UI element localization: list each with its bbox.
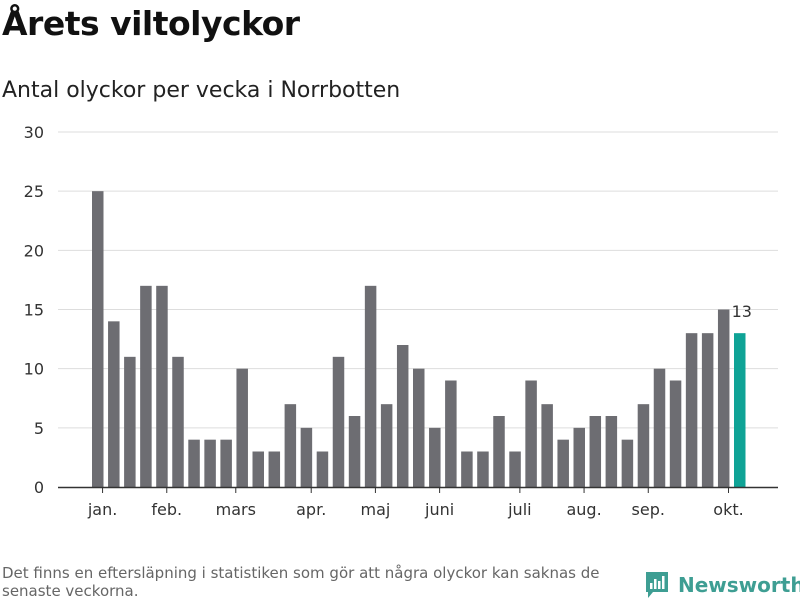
brand-logo[interactable]: Newsworthy <box>644 570 800 600</box>
bar <box>557 439 569 487</box>
bar <box>429 427 441 487</box>
y-tick-label: 15 <box>24 301 44 320</box>
data-label: 13 <box>732 302 752 321</box>
bar <box>396 345 409 487</box>
bar <box>124 356 136 487</box>
bar <box>541 404 553 487</box>
bar <box>621 439 634 487</box>
bar <box>92 191 104 487</box>
bar <box>236 368 248 487</box>
bar <box>445 380 457 487</box>
bar <box>461 451 473 487</box>
brand-name: Newsworthy <box>678 573 800 597</box>
y-tick-label: 10 <box>24 360 44 379</box>
bar <box>348 416 361 487</box>
bar <box>605 416 618 487</box>
bar <box>108 321 120 487</box>
bar <box>380 404 393 487</box>
bar <box>252 451 264 487</box>
bar <box>156 285 168 487</box>
bar <box>669 380 682 487</box>
bar <box>284 404 297 487</box>
bar-chart: 0 5 10 15 20 25 30 13 jan. feb. mars apr. maj juni jul… <box>24 123 778 519</box>
x-tick-label: okt. <box>713 500 743 519</box>
bar <box>685 333 698 487</box>
x-tick-label: jan. <box>87 500 117 519</box>
bar <box>300 427 313 487</box>
bar <box>509 451 521 487</box>
bar <box>172 356 184 487</box>
y-tick-label: 5 <box>34 419 44 438</box>
footnote: Det finns en eftersläpning i statistiken… <box>2 564 600 600</box>
bar <box>653 368 666 487</box>
bar <box>477 451 489 487</box>
newsworthy-logo-icon <box>646 572 668 598</box>
bar <box>589 416 602 487</box>
y-tick-label: 0 <box>34 478 44 497</box>
bar-highlight <box>734 333 746 487</box>
bar <box>220 439 232 487</box>
bar <box>493 416 505 487</box>
bar <box>701 333 714 487</box>
bar <box>717 309 730 487</box>
bar <box>204 439 216 487</box>
bar <box>637 404 650 487</box>
chart-title: Årets viltolyckor <box>2 4 300 43</box>
bar <box>364 285 377 487</box>
x-tick-label: feb. <box>151 500 182 519</box>
x-tick-label: apr. <box>296 500 326 519</box>
chart-subtitle: Antal olyckor per vecka i Norrbotten <box>2 78 401 103</box>
x-tick-label: mars <box>216 500 256 519</box>
x-tick-label: aug. <box>566 500 601 519</box>
bar <box>332 356 345 487</box>
bar <box>316 451 329 487</box>
x-tick-label: sep. <box>632 500 665 519</box>
bar <box>268 451 281 487</box>
bar <box>188 439 200 487</box>
y-tick-label: 25 <box>24 182 44 201</box>
x-tick-label: juni <box>424 500 454 519</box>
x-tick-label: maj <box>360 500 390 519</box>
x-tick-label: juli <box>507 500 531 519</box>
bar <box>525 380 537 487</box>
bar <box>573 427 585 487</box>
y-tick-label: 20 <box>24 241 44 260</box>
y-tick-label: 30 <box>24 123 44 142</box>
bar <box>140 285 152 487</box>
bar <box>413 368 425 487</box>
